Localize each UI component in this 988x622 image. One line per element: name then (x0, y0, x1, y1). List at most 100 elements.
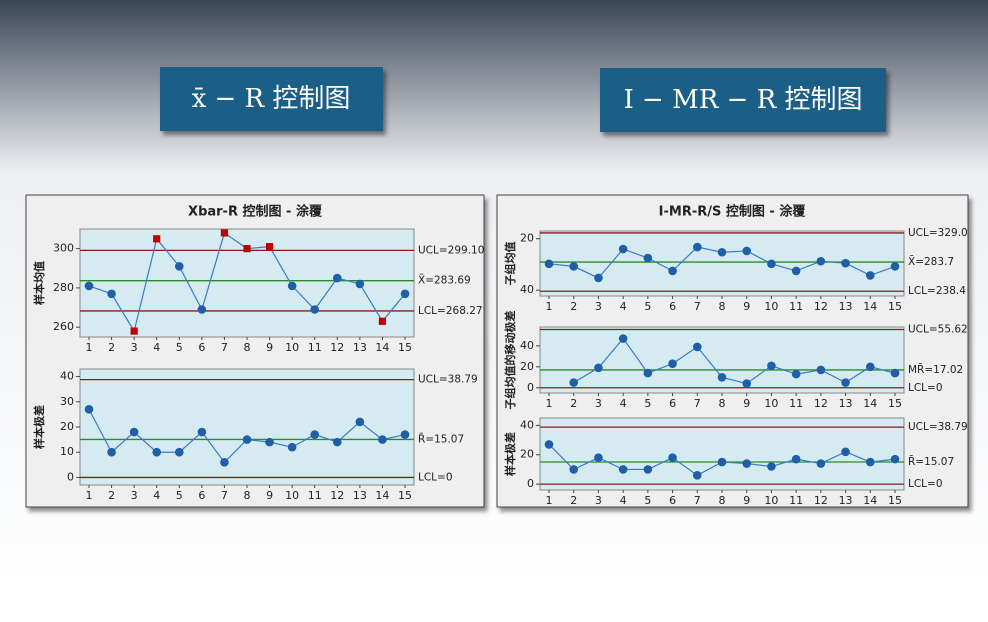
data-point (174, 447, 184, 457)
y-tick-label: 300 (53, 242, 74, 255)
y-tick-label: 30 (60, 395, 74, 408)
x-tick-label: 10 (285, 341, 299, 354)
data-point (594, 453, 603, 462)
x-tick-label: 5 (644, 397, 651, 410)
data-point (767, 462, 776, 471)
x-tick-label: 3 (595, 300, 602, 313)
y-tick-label: 40 (520, 339, 534, 352)
x-tick-label: 13 (839, 494, 853, 507)
data-point (243, 245, 251, 253)
data-point (767, 259, 776, 269)
x-tick-label: 3 (131, 341, 138, 354)
x-tick-label: 2 (570, 300, 577, 313)
x-tick-label: 12 (814, 300, 828, 313)
x-tick-label: 11 (789, 397, 803, 410)
data-point (692, 471, 702, 480)
y-axis-label: 样本极差 (32, 405, 46, 449)
x-tick-label: 14 (863, 397, 877, 410)
data-point (400, 430, 410, 439)
x-tick-label: 7 (694, 494, 701, 507)
data-point (816, 459, 826, 468)
x-tick-label: 4 (620, 397, 627, 410)
data-point (569, 378, 579, 387)
data-point (865, 362, 875, 372)
x-tick-label: 13 (839, 300, 853, 313)
data-point (400, 289, 410, 299)
data-point (692, 342, 702, 352)
data-point (129, 427, 139, 437)
data-point (569, 465, 579, 474)
y-tick-label: 20 (520, 232, 534, 245)
y-axis-label: 子组均值的移动极差 (503, 311, 517, 410)
x-tick-label: 5 (644, 300, 651, 313)
control-limit-label: R̄=15.07 (418, 433, 464, 446)
y-tick-label: 0 (527, 477, 534, 490)
x-tick-label: 12 (814, 494, 828, 507)
data-point (332, 437, 342, 447)
x-tick-label: 8 (719, 300, 726, 313)
x-tick-label: 5 (644, 494, 651, 507)
data-point (287, 281, 297, 291)
data-point (742, 459, 752, 468)
data-point (355, 279, 365, 289)
y-tick-label: 280 (53, 281, 74, 294)
x-tick-label: 10 (764, 300, 778, 313)
y-tick-label: 0 (527, 381, 534, 394)
x-tick-label: 9 (743, 397, 750, 410)
x-tick-label: 13 (839, 397, 853, 410)
x-tick-label: 12 (814, 397, 828, 410)
x-tick-label: 7 (221, 489, 228, 502)
plot-area (539, 417, 905, 491)
x-tick-label: 5 (176, 341, 183, 354)
slide-title: I − MR − R 控制图 (624, 85, 863, 115)
x-tick-label: 15 (888, 300, 902, 313)
data-point (265, 243, 274, 251)
data-point (107, 289, 116, 299)
x-tick-label: 4 (153, 341, 160, 354)
x-tick-label: 9 (266, 489, 273, 502)
x-tick-label: 7 (221, 341, 228, 354)
data-point (310, 430, 320, 439)
x-tick-label: 11 (308, 489, 322, 502)
data-point (174, 262, 184, 271)
x-tick-label: 1 (546, 300, 553, 313)
x-tick-label: 15 (398, 341, 412, 354)
x-tick-label: 9 (743, 300, 750, 313)
data-point (544, 259, 554, 269)
y-tick-label: 260 (53, 320, 74, 333)
y-tick-label: 20 (520, 448, 534, 461)
data-point (816, 256, 826, 266)
x-tick-label: 8 (719, 494, 726, 507)
data-point (643, 465, 653, 474)
x-tick-label: 2 (108, 341, 115, 354)
data-point (717, 457, 727, 467)
control-limit-label: X̄=283.69 (418, 274, 471, 287)
data-point (220, 229, 229, 237)
data-point (378, 317, 387, 325)
data-point (717, 372, 727, 382)
data-point (310, 305, 320, 314)
x-tick-label: 2 (570, 494, 577, 507)
x-tick-label: 1 (86, 341, 93, 354)
data-point (742, 246, 752, 256)
x-tick-label: 14 (863, 300, 877, 313)
x-tick-label: 12 (330, 341, 344, 354)
control-limit-label: R̄=15.07 (908, 455, 954, 468)
data-point (668, 266, 677, 276)
x-tick-label: 14 (863, 494, 877, 507)
x-tick-label: 8 (244, 341, 251, 354)
data-point (643, 368, 653, 378)
chart-title: I-MR-R/S 控制图 - 涂覆 (659, 204, 807, 220)
x-tick-label: 4 (153, 489, 160, 502)
y-tick-label: 40 (60, 370, 74, 383)
control-limit-label: UCL=55.62 (908, 323, 968, 335)
data-point (742, 379, 752, 388)
data-point (791, 266, 801, 276)
y-axis-label: 样本均值 (32, 261, 46, 305)
x-tick-label: 15 (888, 397, 902, 410)
data-point (767, 361, 776, 371)
data-point (692, 242, 702, 252)
slide-title: x̄ − R 控制图 (192, 84, 351, 114)
control-limit-label: LCL=238.4 (908, 285, 966, 297)
